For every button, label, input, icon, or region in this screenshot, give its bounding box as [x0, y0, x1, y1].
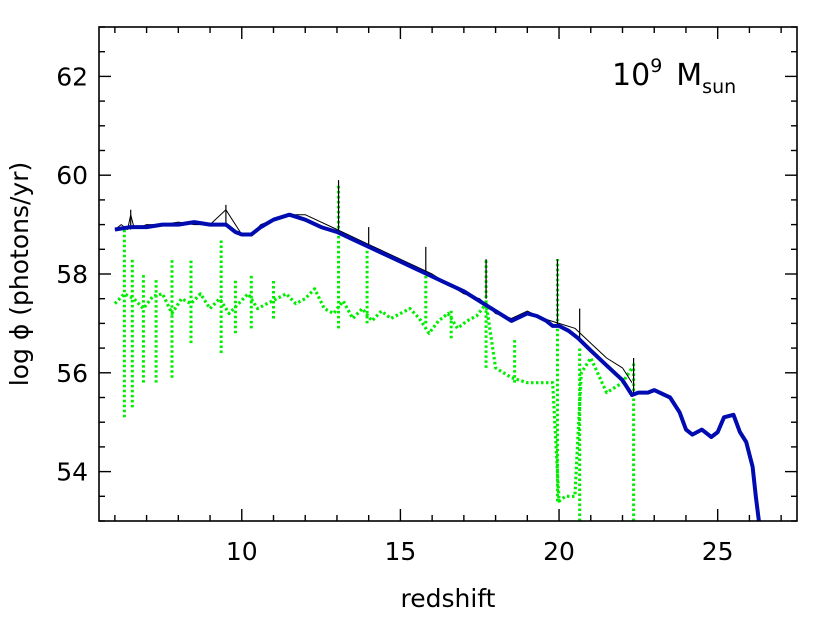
plot-frame [98, 26, 798, 522]
y-tick-label: 54 [56, 458, 88, 487]
green-series-line [113, 287, 634, 503]
y-tick-label: 58 [56, 260, 88, 289]
y-tick-label: 56 [56, 359, 88, 388]
x-tick-label: 25 [702, 537, 734, 566]
x-axis-title: redshift [401, 584, 496, 613]
mass-annotation: 109 Msun [612, 55, 736, 98]
mass-annotation-exponent: 9 [650, 55, 662, 77]
labels-layer: 10 15 20 25 54 56 58 60 62 [56, 62, 733, 566]
x-tick-label: 20 [543, 537, 575, 566]
mass-annotation-subscript: sun [702, 76, 736, 98]
y-tick-label: 60 [56, 161, 88, 190]
x-tick-label: 15 [385, 537, 417, 566]
smoothed-series-line [114, 212, 761, 521]
y-tick-label: 62 [56, 62, 88, 91]
y-axis-title: log ϕ (photons/yr) [5, 162, 34, 386]
x-tick-label: 10 [226, 537, 258, 566]
ticks-layer [99, 26, 797, 522]
mass-annotation-unit: M [676, 58, 702, 93]
series-layer [113, 180, 761, 521]
mass-annotation-base: 10 [612, 58, 650, 93]
